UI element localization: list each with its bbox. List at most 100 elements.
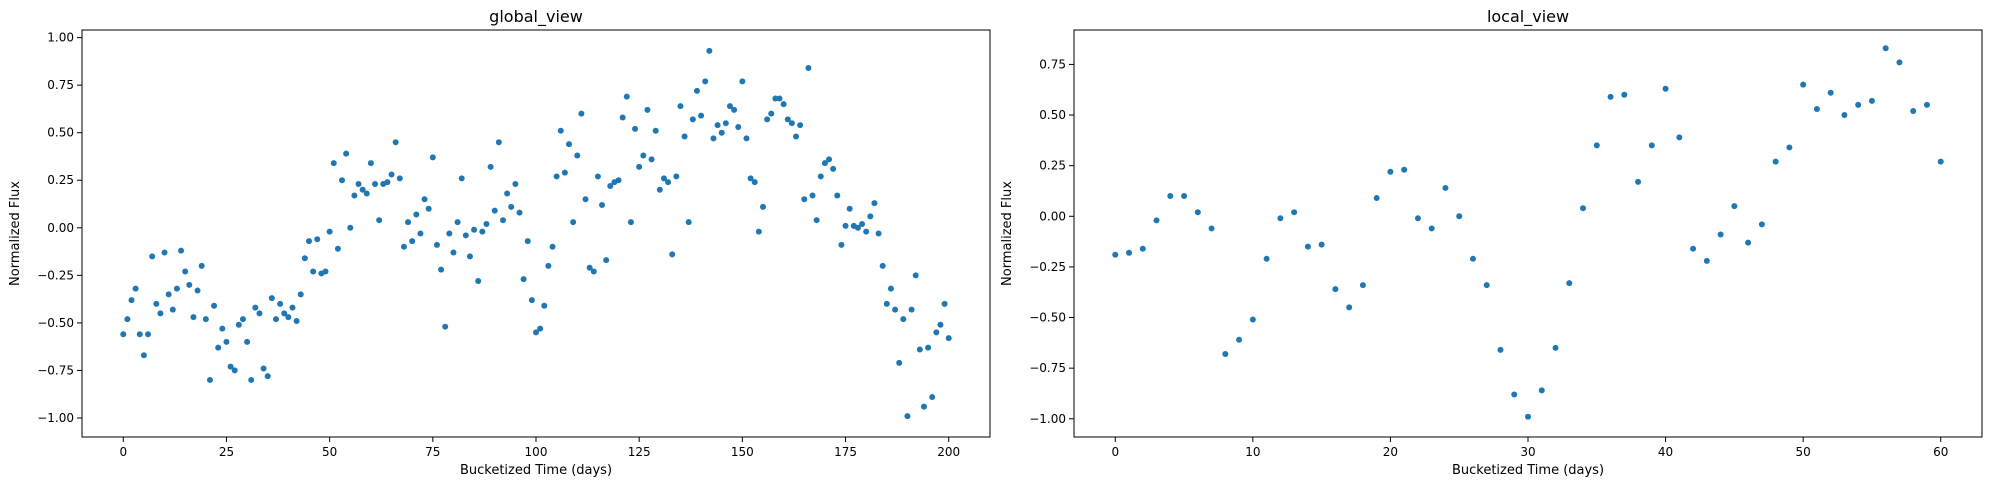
data-point (442, 323, 449, 330)
data-point (916, 346, 923, 353)
data-point (1635, 178, 1642, 185)
x-tick-label: 60 (1933, 445, 1948, 459)
data-point (574, 152, 581, 159)
data-point (821, 160, 828, 167)
data-point (1332, 286, 1339, 293)
data-point (1373, 195, 1380, 202)
data-point (1703, 257, 1710, 264)
data-point (545, 262, 552, 269)
data-point (400, 243, 407, 250)
data-point (528, 297, 535, 304)
data-point (805, 65, 812, 72)
data-point (854, 224, 861, 231)
data-point (665, 179, 672, 186)
data-point (747, 175, 754, 182)
y-tick-label: −0.50 (1029, 311, 1066, 325)
data-point (937, 321, 944, 328)
x-tick-label: 10 (1245, 445, 1260, 459)
plot-frame (81, 29, 991, 438)
data-point (722, 120, 729, 127)
data-point (499, 217, 506, 224)
data-point (256, 310, 263, 317)
data-point (227, 363, 234, 370)
data-point (632, 125, 639, 132)
y-tick-label: 0.50 (1039, 108, 1066, 122)
x-tick-label: 125 (628, 445, 651, 459)
global-view-chart: global_view 0 25 50 75 100 125 150 175 200 −1.00 −0… (8, 7, 991, 478)
data-point (1937, 158, 1944, 165)
data-point (1621, 91, 1628, 98)
data-point (1181, 193, 1188, 200)
data-point (669, 251, 676, 258)
data-point (1868, 97, 1875, 104)
x-tick-label: 30 (1520, 445, 1535, 459)
data-point (190, 314, 197, 321)
data-point (128, 297, 135, 304)
data-point (879, 262, 886, 269)
data-point (706, 47, 713, 54)
data-point (1263, 255, 1270, 262)
data-point (310, 268, 317, 275)
data-points (1112, 45, 1944, 420)
data-point (1139, 245, 1146, 252)
data-point (417, 230, 424, 237)
data-point (1566, 280, 1573, 287)
data-point (541, 302, 548, 309)
data-point (1607, 93, 1614, 100)
data-point (450, 249, 457, 256)
data-point (120, 331, 127, 338)
data-point (454, 219, 461, 226)
data-point (145, 331, 152, 338)
data-point (1676, 134, 1683, 141)
data-point (173, 285, 180, 292)
data-point (929, 394, 936, 401)
data-point (1717, 231, 1724, 238)
data-point (867, 213, 874, 220)
data-point (586, 264, 593, 271)
data-point (1401, 166, 1408, 173)
data-point (578, 110, 585, 117)
data-point (883, 300, 890, 307)
y-tick-label: 0.75 (1039, 57, 1066, 71)
data-point (1786, 144, 1793, 151)
x-tick-label: 100 (525, 445, 548, 459)
data-point (693, 87, 700, 94)
data-point (153, 300, 160, 307)
data-point (458, 175, 465, 182)
data-point (206, 376, 213, 383)
data-point (648, 156, 655, 163)
data-point (768, 110, 775, 117)
data-point (702, 78, 709, 85)
data-point (660, 175, 667, 182)
data-point (780, 101, 787, 108)
data-point (636, 163, 643, 170)
data-point (1483, 282, 1490, 289)
data-point (566, 141, 573, 148)
data-point (1456, 213, 1463, 220)
data-point (466, 253, 473, 260)
y-tick-label: 0.25 (47, 173, 74, 187)
data-point (1772, 158, 1779, 165)
data-point (347, 224, 354, 231)
data-point (533, 329, 539, 336)
data-point (801, 196, 808, 203)
data-point (599, 201, 606, 208)
data-point (784, 116, 791, 123)
data-point (322, 268, 329, 275)
data-point (1648, 142, 1655, 149)
data-point (615, 177, 622, 184)
data-point (776, 95, 783, 102)
data-point (479, 228, 486, 235)
x-axis-label: Bucketized Time (days) (1452, 463, 1604, 478)
y-tick-label: −0.25 (1029, 260, 1066, 274)
x-tick-label: 200 (937, 445, 960, 459)
y-tick-label: −1.00 (37, 411, 74, 425)
data-point (1731, 203, 1738, 210)
data-point (297, 291, 304, 298)
data-point (570, 219, 577, 226)
data-point (755, 228, 762, 235)
data-point (764, 116, 771, 123)
data-point (933, 329, 940, 336)
data-point (301, 255, 308, 262)
plot-frame (1073, 29, 1983, 438)
